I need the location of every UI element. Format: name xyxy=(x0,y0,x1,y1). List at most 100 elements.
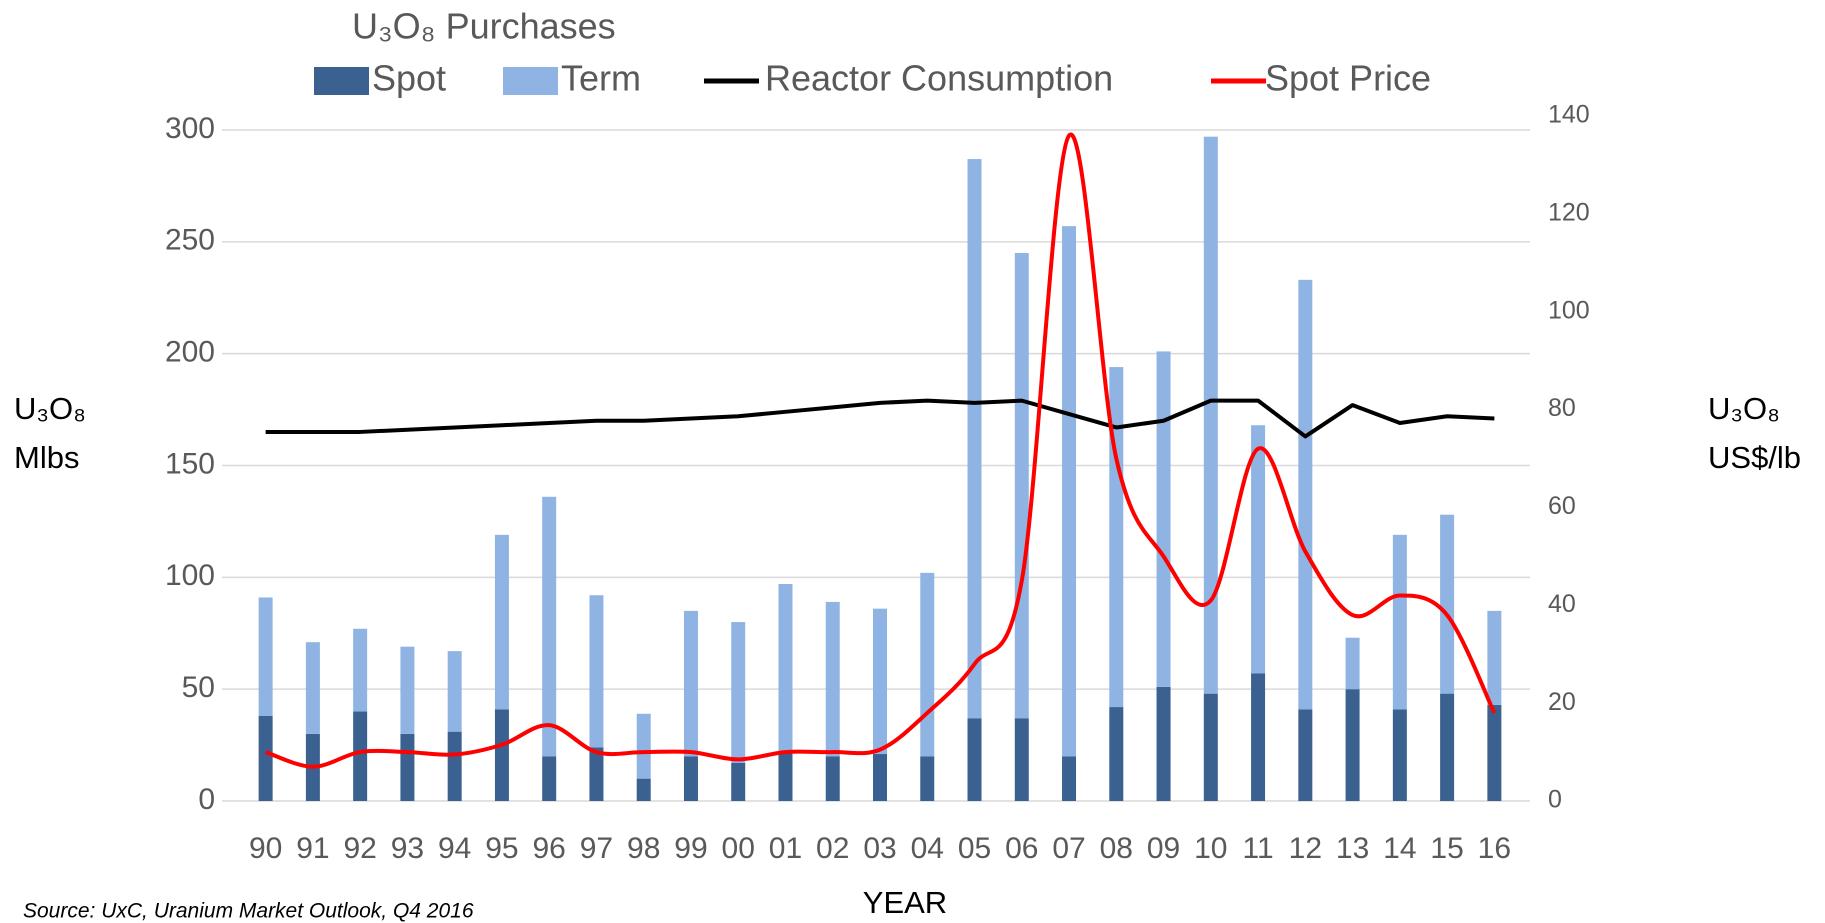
x-tick-label: 15 xyxy=(1430,832,1463,865)
bar xyxy=(400,733,415,801)
x-tick-label: 96 xyxy=(532,832,565,865)
bar xyxy=(1298,709,1313,801)
bar xyxy=(542,496,557,757)
y-axis-label: U₃O₈ xyxy=(14,391,86,426)
bar xyxy=(873,608,887,755)
x-tick-label: 91 xyxy=(296,832,329,865)
y-tick-label: 300 xyxy=(165,112,215,145)
x-tick-label: 06 xyxy=(1005,832,1038,865)
bar xyxy=(1109,707,1124,801)
bar xyxy=(258,597,273,717)
x-tick-label: 90 xyxy=(249,832,282,865)
bar xyxy=(589,747,604,801)
y-tick-label: 250 xyxy=(165,224,215,257)
x-tick-label: 95 xyxy=(485,832,518,865)
y2-axis-label: US$/lb xyxy=(1708,440,1801,475)
legend-label: Spot Price xyxy=(1265,58,1431,99)
x-tick-label: 98 xyxy=(627,832,660,865)
source-note: Source: UxC, Uranium Market Outlook, Q4 … xyxy=(23,900,474,923)
bar xyxy=(353,711,368,801)
bar xyxy=(400,646,415,734)
bar xyxy=(873,754,887,801)
bar xyxy=(1014,253,1029,719)
y2-tick-label: 100 xyxy=(1548,296,1590,324)
bar xyxy=(589,595,604,748)
x-tick-label: 11 xyxy=(1242,832,1273,865)
y-axis-label: Mlbs xyxy=(14,440,79,475)
line xyxy=(265,398,1495,439)
y2-tick-label: 0 xyxy=(1548,786,1562,814)
y-tick-label: 0 xyxy=(198,783,215,816)
bar xyxy=(636,713,651,779)
y2-tick-label: 40 xyxy=(1548,590,1576,618)
x-tick-label: 93 xyxy=(391,832,424,865)
y-tick-label: 150 xyxy=(165,447,215,480)
bar xyxy=(967,159,982,719)
bar xyxy=(447,731,462,801)
bar xyxy=(494,709,509,801)
legend-label: Term xyxy=(561,58,641,99)
y2-axis-label: U₃O₈ xyxy=(1708,391,1780,426)
bar xyxy=(1014,718,1029,801)
y2-tick-label: 80 xyxy=(1548,394,1576,422)
bar xyxy=(1251,425,1266,674)
bar xyxy=(1345,637,1360,690)
y-tick-label: 50 xyxy=(182,671,215,704)
y2-tick-label: 140 xyxy=(1548,101,1590,129)
bar xyxy=(1062,756,1077,801)
bar xyxy=(683,610,698,757)
bar xyxy=(920,572,935,757)
x-tick-label: 05 xyxy=(958,832,991,865)
bar xyxy=(1392,709,1407,801)
bar xyxy=(542,756,557,801)
bar xyxy=(825,756,840,801)
legend-swatch xyxy=(314,67,369,95)
bar xyxy=(1156,686,1171,801)
x-tick-label: 14 xyxy=(1383,832,1416,865)
legend-label: Spot xyxy=(372,58,446,99)
x-tick-label: 16 xyxy=(1478,832,1511,865)
bar xyxy=(1392,534,1407,710)
bar xyxy=(1440,693,1455,801)
bar xyxy=(683,756,698,801)
bar xyxy=(920,756,935,801)
x-tick-label: 13 xyxy=(1336,832,1369,865)
bar xyxy=(731,622,746,763)
bar xyxy=(1062,226,1077,757)
bar xyxy=(825,601,840,757)
bar xyxy=(258,716,273,801)
bar xyxy=(1251,673,1266,801)
x-tick-label: 03 xyxy=(863,832,896,865)
bar xyxy=(1345,689,1360,801)
bar xyxy=(1298,279,1313,710)
bar xyxy=(1440,514,1455,694)
x-tick-label: 97 xyxy=(580,832,613,865)
x-tick-label: 99 xyxy=(674,832,707,865)
x-tick-label: 01 xyxy=(769,832,802,865)
bar xyxy=(305,642,320,734)
legend-swatch xyxy=(503,67,558,95)
bar xyxy=(447,651,462,732)
line xyxy=(264,132,1497,769)
bar xyxy=(1109,367,1124,708)
bar xyxy=(1203,136,1218,694)
x-tick-label: 10 xyxy=(1194,832,1227,865)
bar xyxy=(1203,693,1218,801)
x-tick-label: 07 xyxy=(1052,832,1085,865)
y2-tick-label: 60 xyxy=(1548,492,1576,520)
x-tick-label: 09 xyxy=(1147,832,1180,865)
x-axis-label: YEAR xyxy=(863,885,947,920)
x-tick-label: 04 xyxy=(911,832,944,865)
bar xyxy=(1156,351,1171,687)
x-tick-label: 12 xyxy=(1289,832,1322,865)
bar xyxy=(731,762,746,801)
bar xyxy=(967,718,982,801)
y-tick-label: 200 xyxy=(165,336,215,369)
bar xyxy=(353,628,368,712)
bar xyxy=(636,778,651,801)
x-tick-label: 92 xyxy=(343,832,376,865)
bar xyxy=(1487,704,1502,801)
x-tick-label: 00 xyxy=(722,832,755,865)
y2-tick-label: 20 xyxy=(1548,688,1576,716)
legend-label: Reactor Consumption xyxy=(765,58,1113,99)
